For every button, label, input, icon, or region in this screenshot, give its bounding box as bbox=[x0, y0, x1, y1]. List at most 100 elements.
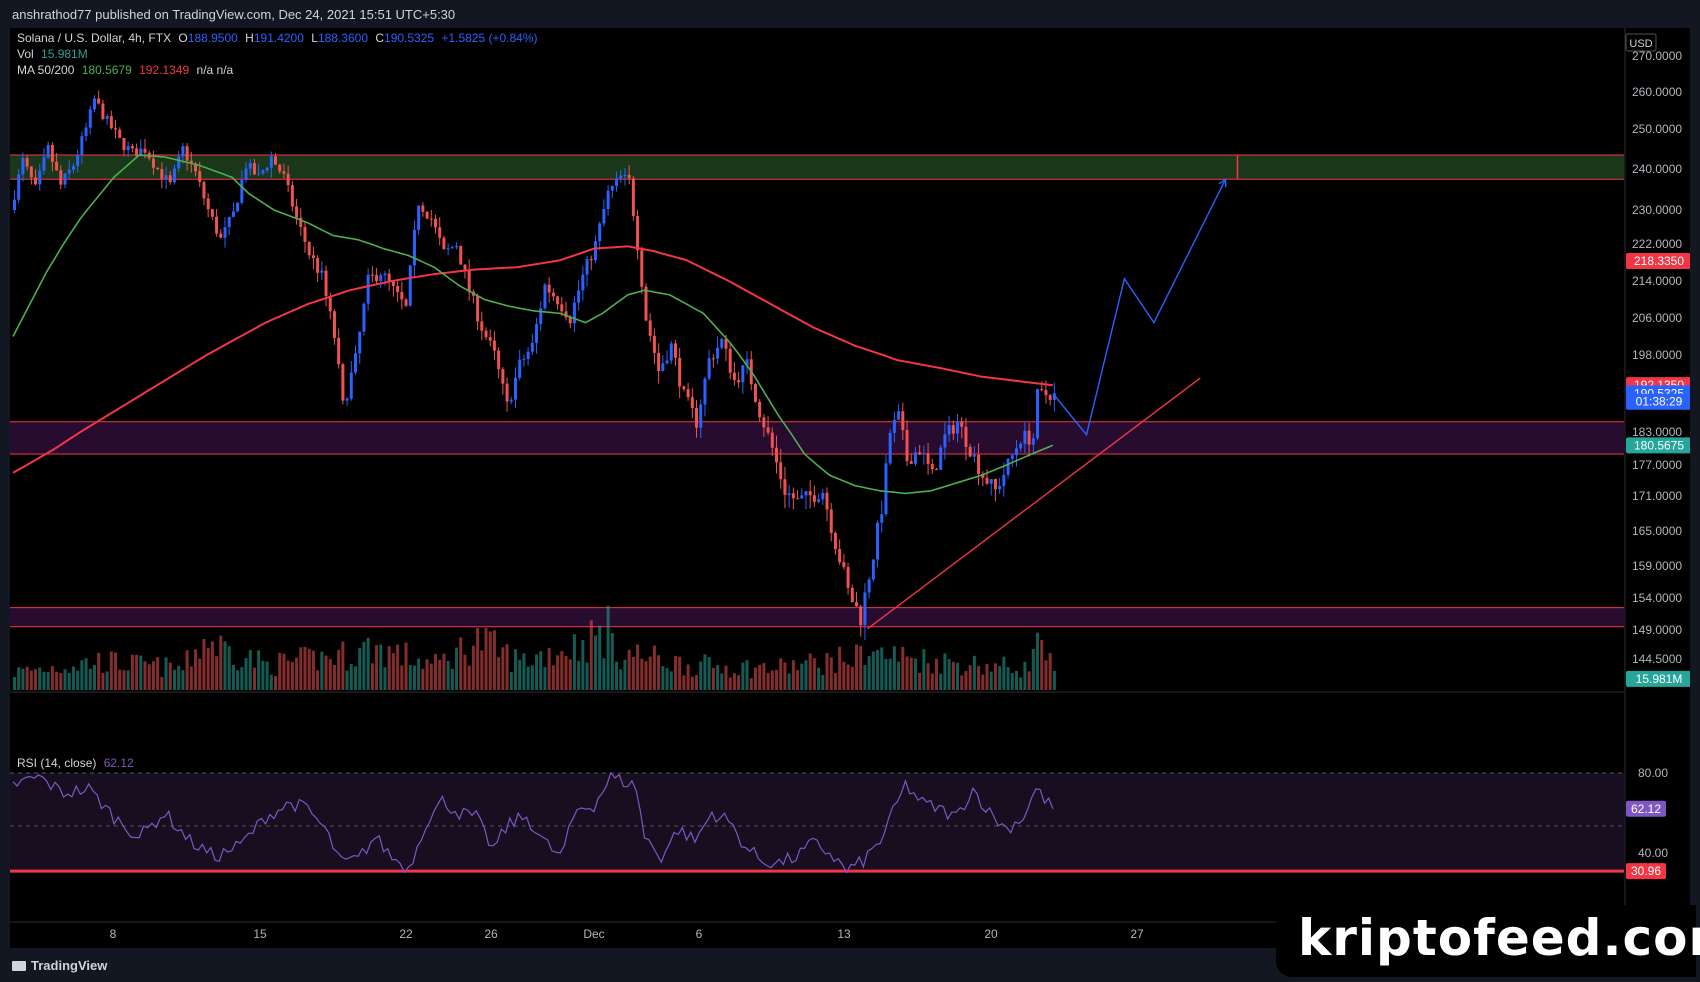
volume-bar bbox=[80, 660, 84, 690]
candle-body bbox=[707, 358, 711, 379]
x-tick-label: Dec bbox=[583, 927, 604, 941]
candle-body bbox=[231, 211, 235, 217]
drawings-layer bbox=[867, 177, 1227, 630]
volume-bar bbox=[791, 660, 795, 690]
candle-body bbox=[429, 218, 433, 220]
volume-bar bbox=[252, 667, 256, 690]
volume-bar bbox=[135, 654, 139, 690]
candle-body bbox=[71, 166, 75, 170]
candles-layer bbox=[13, 90, 1056, 641]
candle-body bbox=[636, 215, 640, 251]
volume-bar bbox=[686, 664, 690, 690]
chart-frame[interactable]: USD 270.0000 260.0000 250.0000 240.0000 230.0… bbox=[10, 28, 1690, 948]
candle-body bbox=[139, 148, 143, 157]
candle-body bbox=[1006, 458, 1010, 475]
volume-bar bbox=[215, 656, 219, 690]
candle-body bbox=[286, 173, 290, 186]
volume-bar bbox=[236, 670, 240, 690]
y-tick-label: 250.0000 bbox=[1632, 122, 1682, 136]
volume-bar bbox=[101, 673, 105, 690]
candle-body bbox=[606, 190, 610, 209]
candle-body bbox=[261, 170, 265, 174]
volume-bar bbox=[623, 659, 627, 690]
candle-body bbox=[640, 250, 644, 287]
volume-bar bbox=[724, 665, 728, 690]
volume-bar bbox=[998, 666, 1002, 690]
zones-layer bbox=[10, 154, 1624, 693]
volume-bar bbox=[859, 646, 863, 690]
y-tick-label: 171.0000 bbox=[1632, 489, 1682, 503]
candle-body bbox=[673, 343, 677, 358]
candle-body bbox=[1023, 430, 1027, 444]
y-tick-label: 149.0000 bbox=[1632, 623, 1682, 637]
candle-body bbox=[21, 157, 25, 175]
x-tick-label: 27 bbox=[1130, 927, 1144, 941]
candle-body bbox=[408, 265, 412, 306]
volume-bar bbox=[829, 657, 833, 690]
volume-bar bbox=[324, 655, 328, 690]
candle-body bbox=[109, 116, 113, 129]
volume-bar bbox=[177, 665, 181, 690]
y-tick-label: 165.0000 bbox=[1632, 524, 1682, 538]
ma-na: n/a n/a bbox=[196, 63, 234, 77]
volume-bar bbox=[349, 663, 353, 690]
candle-body bbox=[682, 386, 686, 390]
candle-body bbox=[551, 292, 555, 297]
candle-body bbox=[880, 514, 884, 523]
volume-bar bbox=[257, 650, 261, 690]
volume-bar bbox=[290, 661, 294, 690]
candle-body bbox=[808, 491, 812, 496]
candle-body bbox=[535, 324, 539, 343]
candle-body bbox=[926, 453, 930, 465]
candle-body bbox=[484, 330, 488, 338]
volume-bar bbox=[484, 627, 488, 690]
candle-body bbox=[46, 144, 50, 158]
ohlc-low: 188.3600 bbox=[317, 31, 368, 45]
rsi-line bbox=[12, 771, 1054, 874]
volume-bar bbox=[408, 665, 412, 690]
y-tick-label: 154.0000 bbox=[1632, 591, 1682, 605]
rsi-legend-value: 62.12 bbox=[103, 756, 134, 770]
candle-body bbox=[981, 473, 985, 478]
candle-body bbox=[690, 397, 694, 409]
volume-bar bbox=[977, 666, 981, 690]
zone-demand bbox=[10, 607, 1624, 627]
volume-bar bbox=[720, 673, 724, 690]
candle-body bbox=[151, 158, 155, 168]
volume-bar bbox=[210, 641, 214, 690]
rsi-layer bbox=[10, 771, 1624, 874]
candle-body bbox=[84, 127, 88, 137]
candle-body bbox=[337, 337, 341, 365]
candle-body bbox=[387, 273, 391, 282]
volume-bar bbox=[497, 657, 501, 690]
candle-body bbox=[316, 258, 320, 273]
candle-body bbox=[80, 136, 84, 156]
volume-bar bbox=[808, 653, 812, 690]
rsi-tag bbox=[1626, 863, 1666, 880]
candle-body bbox=[215, 216, 219, 234]
volume-bar bbox=[880, 647, 884, 690]
rsi-tag-label: 30.96 bbox=[1631, 864, 1661, 878]
candle-body bbox=[404, 299, 408, 306]
volume-bar bbox=[130, 654, 134, 690]
volume-bar bbox=[703, 654, 707, 690]
tradingview-logo[interactable]: TradingView bbox=[12, 958, 107, 973]
volume-bar bbox=[535, 654, 539, 690]
candle-body bbox=[951, 425, 955, 434]
candle-body bbox=[67, 169, 71, 174]
candle-body bbox=[581, 274, 585, 291]
candle-body bbox=[143, 148, 147, 153]
candle-body bbox=[741, 365, 745, 383]
volume-bar bbox=[1040, 639, 1044, 690]
volume-bar bbox=[198, 658, 202, 690]
volume-bar bbox=[762, 663, 766, 690]
volume-bar bbox=[876, 649, 880, 690]
volume-bar bbox=[926, 663, 930, 690]
volume-bar bbox=[572, 634, 576, 690]
candle-body bbox=[467, 269, 471, 292]
candle-body bbox=[737, 380, 741, 383]
candle-body bbox=[509, 399, 513, 402]
candle-body bbox=[745, 359, 749, 366]
volume-bar bbox=[678, 656, 682, 690]
